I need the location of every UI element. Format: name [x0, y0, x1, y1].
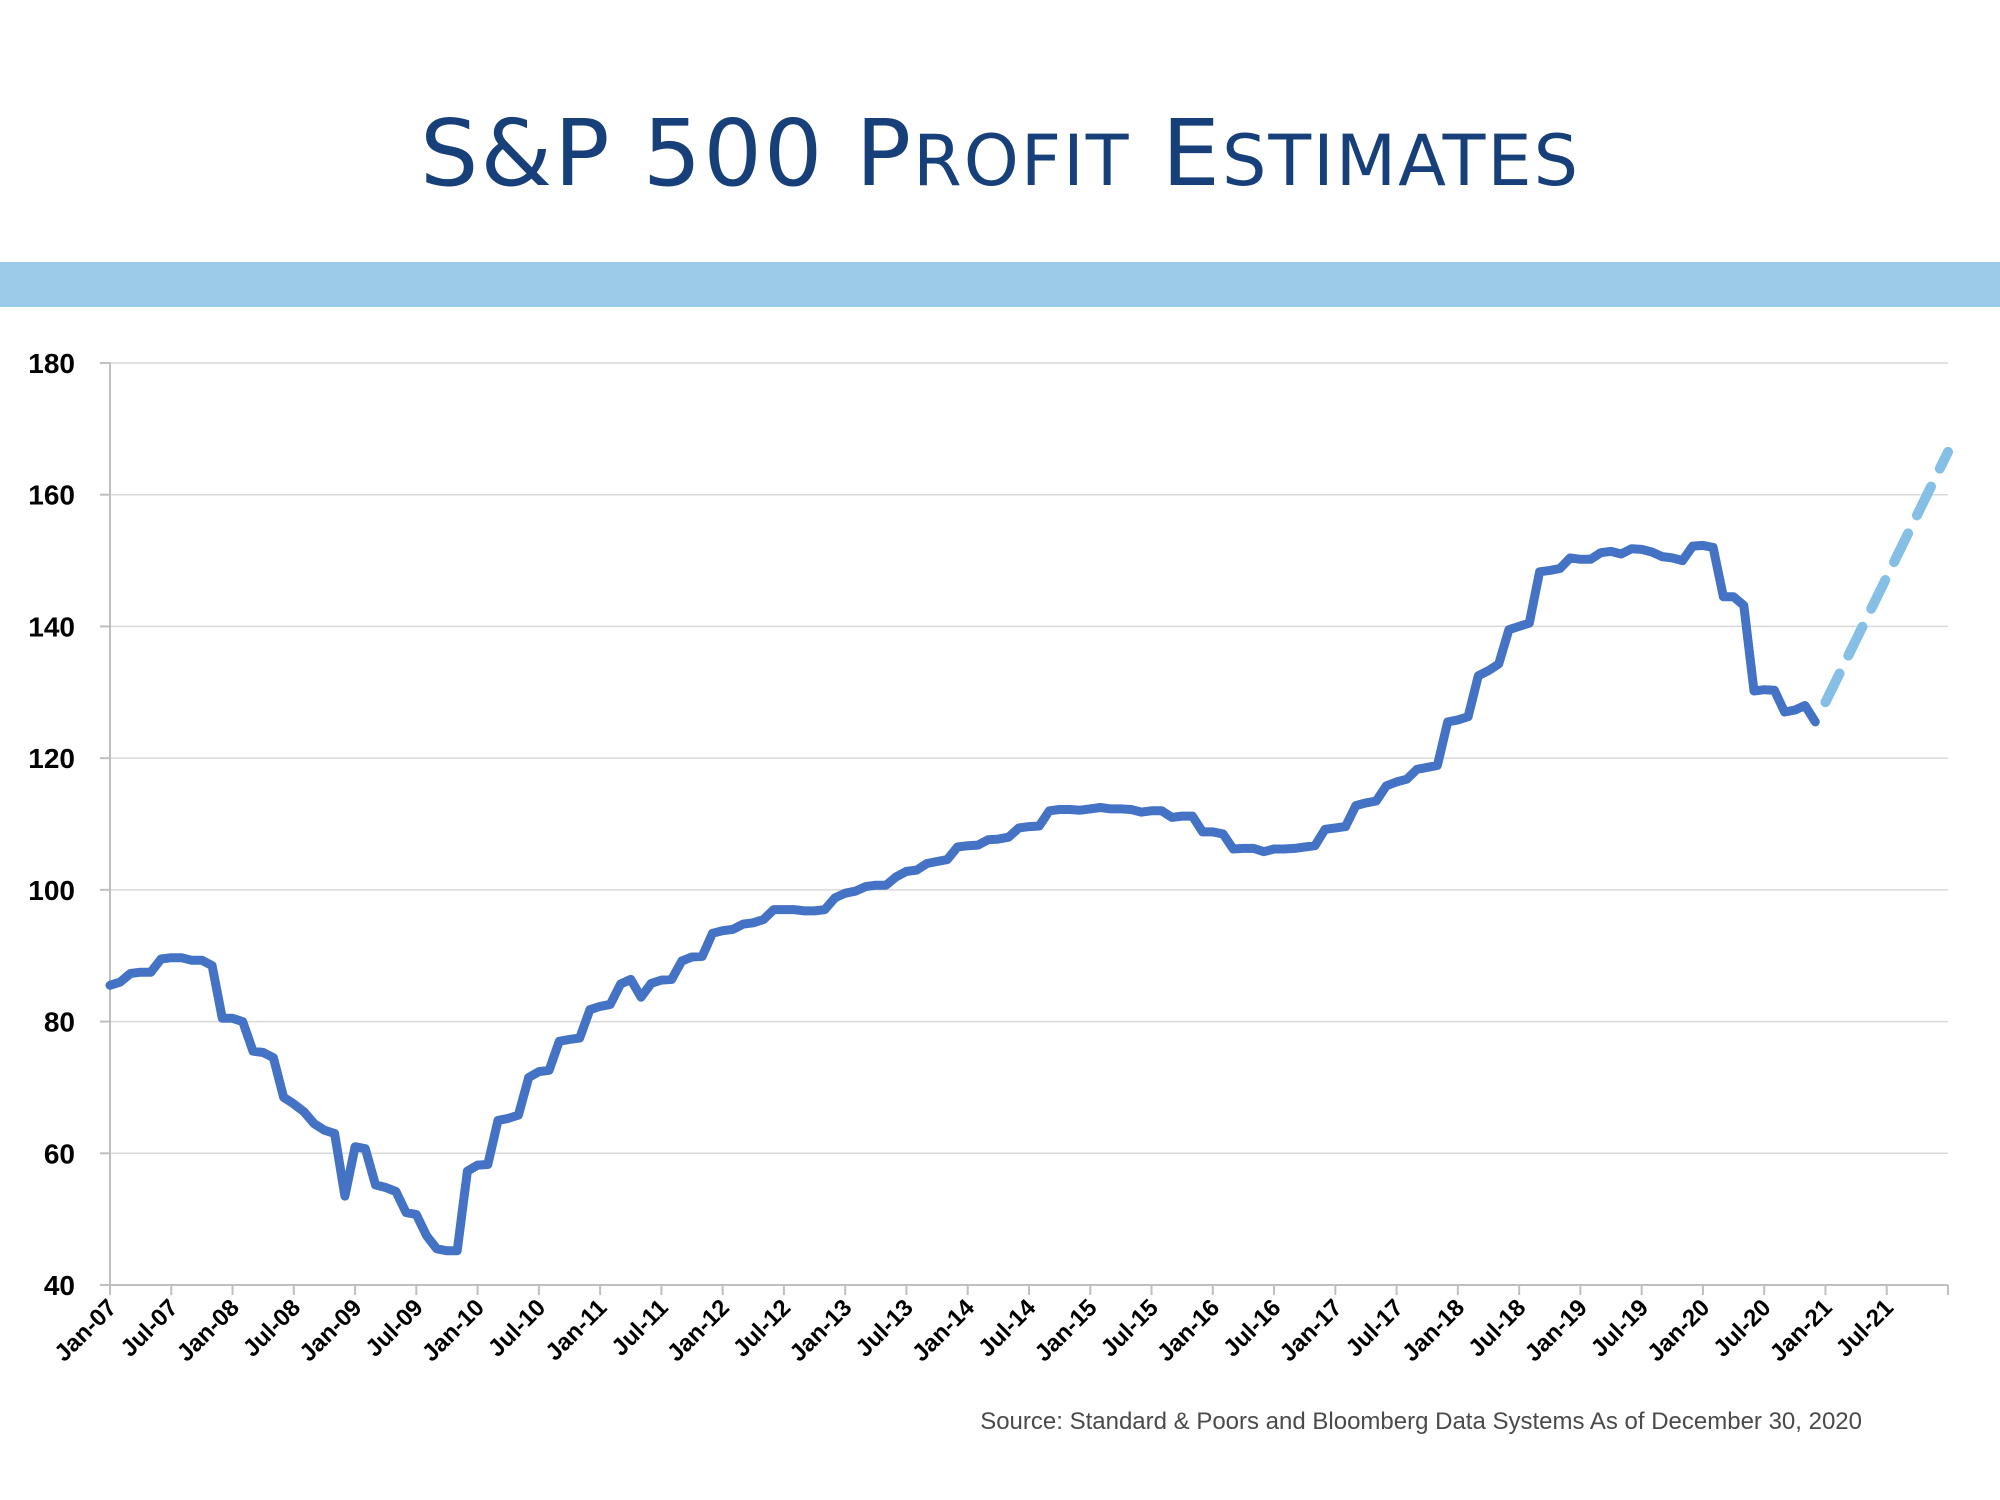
x-tick-label: Jul-17: [1341, 1294, 1409, 1362]
x-tick-label: Jul-10: [483, 1294, 551, 1362]
x-tick-label: Jan-13: [785, 1294, 858, 1367]
title-part-estimates-initial: E: [1161, 100, 1222, 207]
x-tick-label: Jan-20: [1642, 1294, 1715, 1367]
x-tick-label: Jan-19: [1520, 1294, 1593, 1367]
x-tick-label: Jan-18: [1397, 1294, 1470, 1367]
x-tick-label: Jul-09: [360, 1294, 428, 1362]
y-tick-label: 100: [28, 875, 75, 906]
x-tick-label: Jul-11: [606, 1294, 673, 1361]
series-line-actual: [105, 540, 1820, 1256]
y-axis-ticks: 40 60 80 100 120 140 160 180: [28, 348, 110, 1301]
x-tick-label: Jan-14: [907, 1294, 980, 1367]
page-title: S&P 500 PROFIT ESTIMATES: [0, 100, 2000, 207]
x-tick-label: Jan-10: [417, 1294, 490, 1367]
x-axis-ticks: Jan-07Jul-07Jan-08Jul-08Jan-09Jul-09Jan-…: [49, 1285, 1949, 1367]
y-tick-label: 120: [28, 743, 75, 774]
x-tick-label: Jul-18: [1463, 1294, 1531, 1362]
x-tick-label: Jul-13: [851, 1294, 919, 1362]
x-tick-label: Jan-11: [540, 1294, 612, 1366]
x-tick-label: Jan-07: [49, 1294, 122, 1367]
x-tick-label: Jul-21: [1831, 1294, 1899, 1362]
x-tick-label: Jul-20: [1708, 1294, 1776, 1362]
x-tick-label: Jul-12: [728, 1294, 796, 1362]
x-tick-label: Jul-07: [115, 1294, 183, 1362]
title-part-sp500: S&P 500: [419, 100, 825, 207]
y-tick-label: 140: [28, 611, 75, 642]
x-tick-label: Jul-14: [973, 1294, 1042, 1363]
y-tick-label: 80: [44, 1007, 75, 1038]
y-tick-label: 40: [44, 1270, 75, 1301]
series-lines: [105, 446, 1953, 1256]
x-tick-label: Jul-15: [1096, 1294, 1164, 1362]
title-part-estimates-rest: STIMATES: [1221, 120, 1581, 202]
x-tick-label: Jul-16: [1218, 1294, 1286, 1362]
series-line-estimate: [1820, 446, 1953, 708]
y-tick-label: 160: [28, 480, 75, 511]
title-part-profit-rest: ROFIT: [913, 120, 1131, 202]
x-tick-label: Jan-21: [1765, 1294, 1838, 1367]
x-tick-label: Jul-19: [1586, 1294, 1654, 1362]
x-tick-label: Jan-15: [1030, 1294, 1103, 1367]
y-tick-label: 60: [44, 1138, 75, 1169]
source-note: Source: Standard & Poors and Bloomberg D…: [980, 1408, 1862, 1435]
header-band: [0, 262, 2000, 307]
x-tick-label: Jan-16: [1152, 1294, 1225, 1367]
x-tick-label: Jul-08: [238, 1294, 306, 1362]
y-tick-label: 180: [28, 348, 75, 379]
x-tick-label: Jan-12: [662, 1294, 735, 1367]
x-tick-label: Jan-08: [172, 1294, 245, 1367]
title-part-profit-initial: P: [855, 100, 914, 207]
profit-estimates-chart: 40 60 80 100 120 140 160 180 Jan-07Jul-07Jan-08…: [28, 348, 1953, 1367]
gridlines: [110, 362, 1948, 1155]
x-tick-label: Jan-17: [1275, 1294, 1348, 1367]
x-tick-label: Jan-09: [294, 1294, 367, 1367]
